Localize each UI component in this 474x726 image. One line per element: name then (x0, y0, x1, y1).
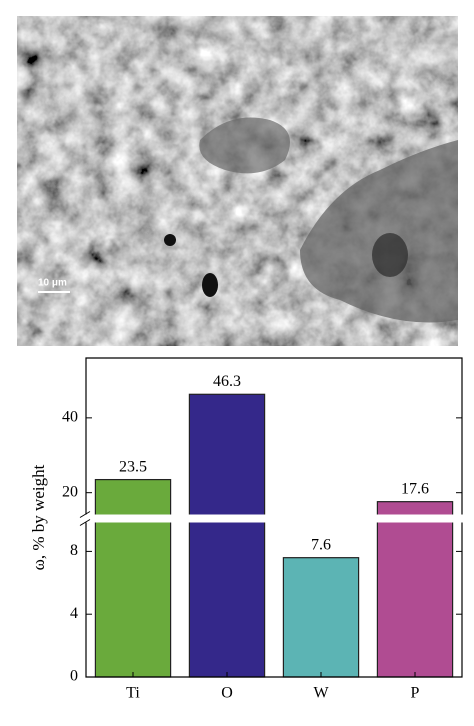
scale-label: 10 μm (38, 278, 67, 289)
value-label: 7.6 (311, 536, 331, 553)
bar (282, 557, 360, 678)
x-tick-label: Ti (126, 685, 140, 702)
axis-break (80, 514, 468, 523)
micrograph: 10 μm (17, 16, 458, 346)
y-tick-label: 4 (70, 605, 78, 622)
bar (188, 393, 266, 678)
y-axis-label: ω, % by weight (29, 464, 48, 570)
break-mark (79, 519, 91, 526)
x-tick-label: W (313, 685, 329, 702)
value-label: 17.6 (401, 480, 429, 497)
x-tick-label: P (411, 685, 420, 702)
axis-frame (85, 357, 463, 678)
y-tick-label: 8 (70, 542, 78, 559)
micrograph-pore (202, 273, 218, 297)
bar (94, 478, 172, 678)
value-label: 46.3 (213, 373, 241, 390)
y-tick-label: 40 (62, 409, 78, 426)
y-tick-label: 20 (62, 483, 78, 500)
micrograph-smooth-region (199, 117, 290, 174)
chart: 23.5 Ti 46.3 O 7.6 W 17.6 P 0 4 8 20 40 ω, % by weigh… (29, 357, 468, 702)
bar (376, 501, 454, 678)
value-label: 23.5 (119, 458, 147, 475)
y-tick-label: 0 (70, 668, 78, 685)
micrograph-pore (164, 234, 176, 246)
micrograph-pore (372, 233, 408, 277)
x-tick-label: O (221, 685, 233, 702)
micrograph-smooth-region (300, 140, 458, 323)
break-mark (79, 511, 91, 518)
